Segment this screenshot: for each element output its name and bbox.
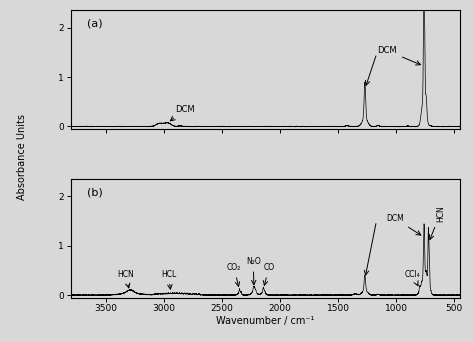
- Text: CCl₄: CCl₄: [404, 270, 420, 286]
- Text: DCM: DCM: [386, 214, 421, 235]
- Text: HCL: HCL: [161, 270, 176, 289]
- Text: CO₂: CO₂: [227, 263, 241, 286]
- Text: DCM: DCM: [170, 105, 195, 121]
- Text: N₂O: N₂O: [246, 258, 261, 285]
- Text: (a): (a): [87, 18, 102, 29]
- Text: HCN: HCN: [429, 205, 445, 239]
- Text: (b): (b): [87, 187, 102, 197]
- Text: Absorbance Units: Absorbance Units: [17, 114, 27, 200]
- Text: CO: CO: [263, 263, 274, 285]
- X-axis label: Wavenumber / cm⁻¹: Wavenumber / cm⁻¹: [216, 316, 315, 326]
- Text: DCM: DCM: [377, 46, 420, 65]
- Text: HCN: HCN: [117, 270, 134, 288]
